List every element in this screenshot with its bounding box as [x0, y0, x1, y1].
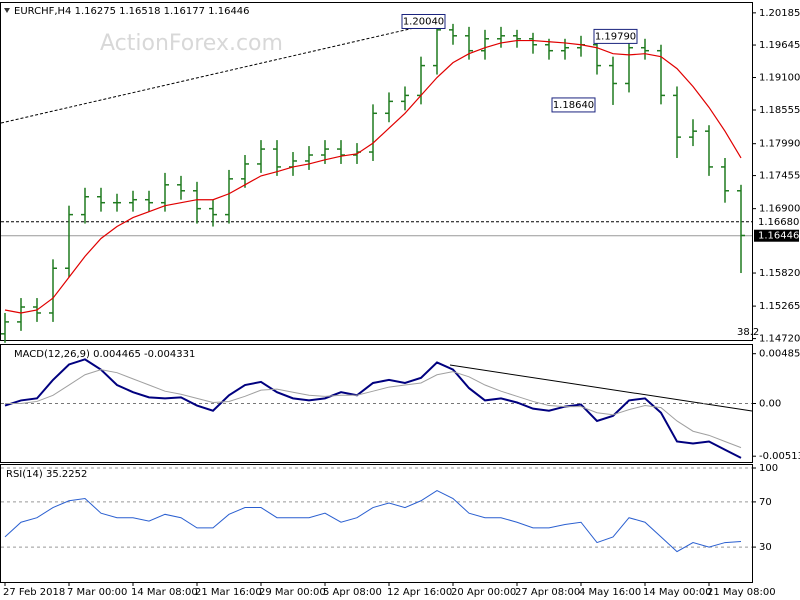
price-level-box: [754, 229, 799, 242]
x-tick-label: 7 Mar 00:00: [67, 587, 127, 598]
fib-label: 38.2: [737, 327, 759, 338]
y-tick-label: 70: [759, 497, 772, 508]
x-tick-label: 14 Mar 08:00: [131, 587, 198, 598]
y-tick-label: -0.005132: [759, 451, 800, 462]
y-tick-label: 1.17990: [759, 139, 800, 150]
annotation-box: [551, 97, 596, 113]
trend-line: [0, 21, 441, 124]
macd-title: MACD(12,26,9) 0.004465 -0.004331: [14, 349, 195, 360]
watermark: ActionForex.com: [100, 31, 283, 56]
y-tick-label: 1.14720: [759, 334, 800, 345]
series-line: [4, 358, 742, 459]
annotation-box: [593, 28, 638, 44]
y-tick-label: 1.20185: [759, 8, 800, 19]
x-tick-label: 27 Feb 2018: [3, 587, 65, 598]
chart-title: EURCHF,H4 1.16275 1.16518 1.16177 1.1644…: [14, 6, 250, 17]
price-level-box: [754, 215, 799, 228]
price-panel-frame: [0, 2, 753, 341]
y-tick-label: 0.00: [759, 399, 781, 410]
moving-average: [4, 39, 742, 314]
x-tick-label: 20 Apr 00:00: [451, 587, 516, 598]
y-tick-label: 0.004851: [759, 349, 800, 360]
y-tick-label: 1.15265: [759, 301, 800, 312]
y-tick-label: 1.19645: [759, 40, 800, 51]
series-line: [4, 490, 742, 553]
series-line: [5, 369, 742, 449]
x-tick-label: 21 May 08:00: [707, 587, 776, 598]
y-tick-label: 30: [759, 542, 772, 553]
y-tick-label: 1.15820: [759, 268, 800, 279]
annotation-label: 1.18640: [553, 100, 594, 111]
x-tick-label: 5 Apr 08:00: [323, 587, 382, 598]
x-tick-label: 14 May 00:00: [643, 587, 712, 598]
x-tick-label: 12 Apr 16:00: [387, 587, 452, 598]
y-tick-label: 100: [759, 463, 778, 474]
y-tick-label: 1.18555: [759, 105, 800, 116]
price-level-label: 1.16680: [758, 217, 799, 228]
y-tick-label: 1.17455: [759, 171, 800, 182]
rsi-title: RSI(14) 35.2252: [6, 469, 87, 480]
price-level-label: 1.16446: [758, 231, 799, 242]
macd-trend-line: [449, 364, 753, 412]
menu-icon: [4, 8, 10, 13]
x-tick-label: 21 Mar 16:00: [195, 587, 262, 598]
annotation-label: 1.19790: [595, 31, 636, 42]
y-tick-label: 1.16900: [759, 204, 800, 215]
annotation-box: [401, 13, 446, 29]
x-tick-label: 29 Mar 00:00: [259, 587, 326, 598]
x-tick-label: 4 May 16:00: [579, 587, 641, 598]
x-tick-label: 27 Apr 08:00: [515, 587, 580, 598]
y-tick-label: 1.19100: [759, 73, 800, 84]
annotation-label: 1.20040: [403, 16, 444, 27]
rsi-panel-frame: [0, 464, 753, 583]
